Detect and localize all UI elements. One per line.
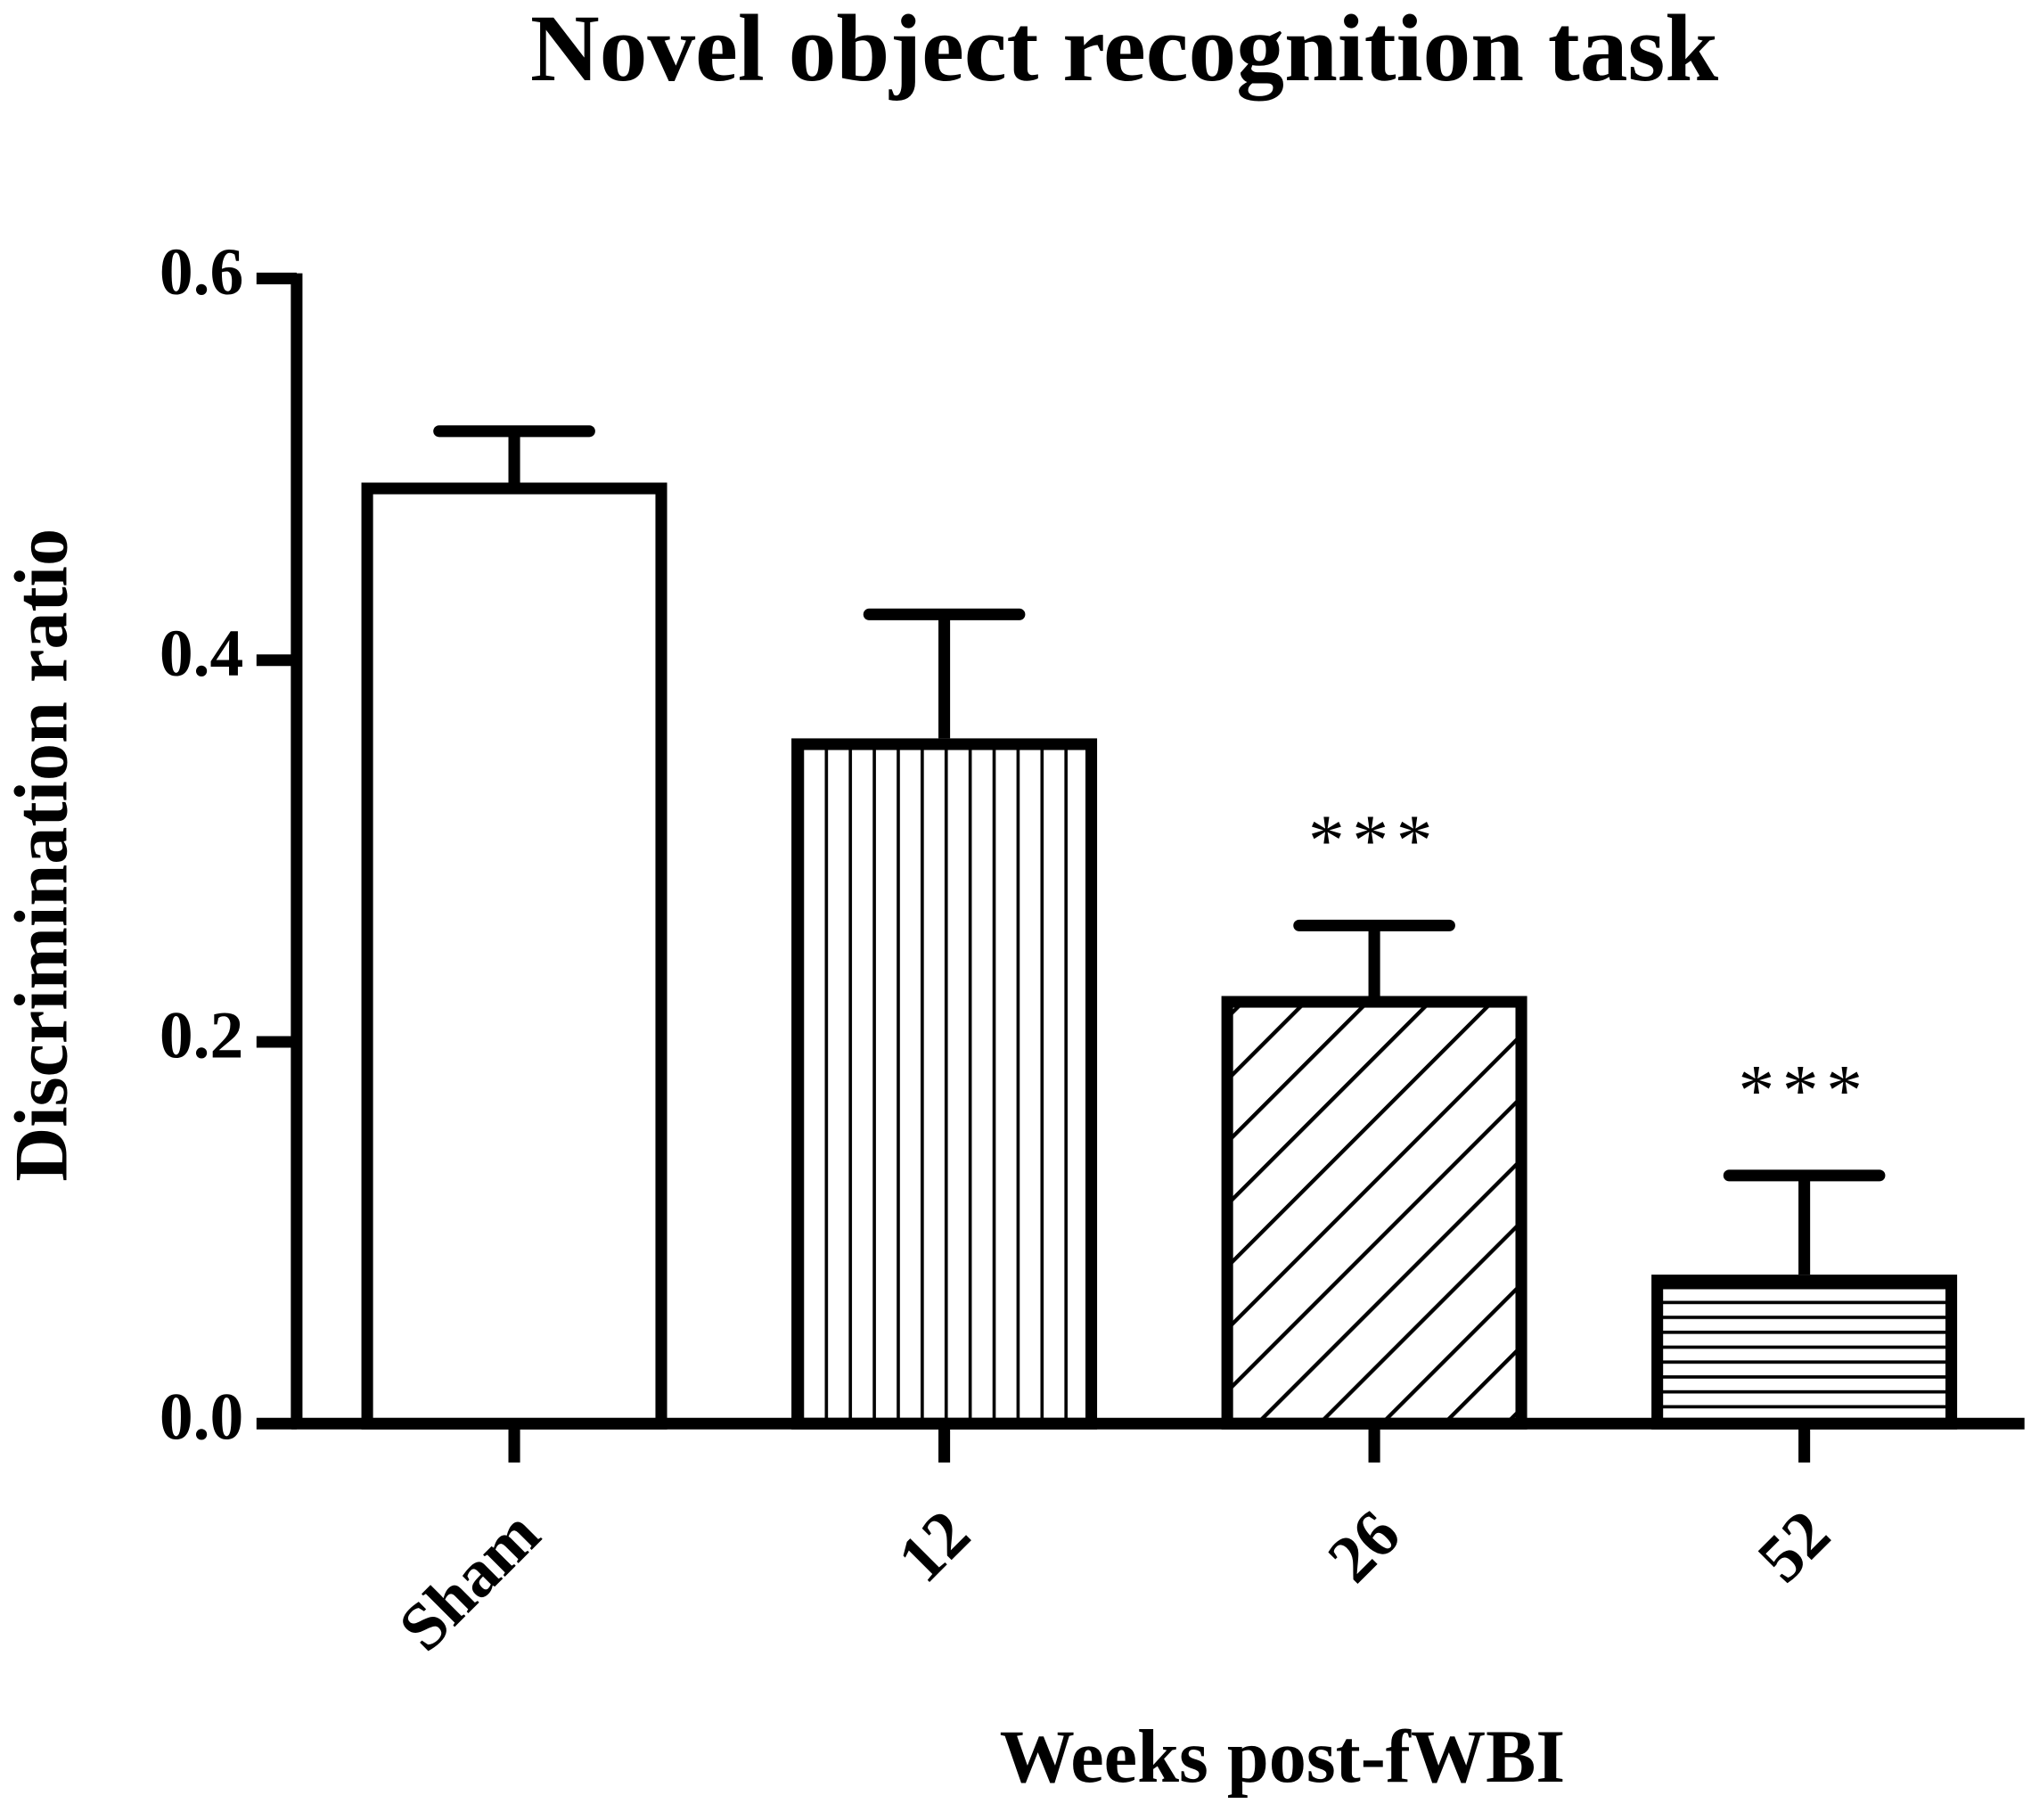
- bar: [1651, 1275, 1958, 1430]
- x-tick-label: 26: [1314, 1496, 1414, 1596]
- x-tick-label: 52: [1744, 1496, 1844, 1596]
- bar: [791, 738, 1098, 1430]
- y-tick-label: 0.0: [160, 1381, 243, 1455]
- significance-label: ***: [1738, 1049, 1870, 1130]
- y-axis-label: Discrimination ratio: [1, 529, 84, 1182]
- x-axis-label: Weeks post-fWBI: [1000, 1716, 1566, 1799]
- y-tick-label: 0.6: [160, 235, 243, 309]
- chart-title: Novel object recognition task: [530, 0, 1718, 102]
- bar: [1221, 996, 1527, 1430]
- significance-label: ***: [1308, 799, 1440, 881]
- bar: [361, 482, 667, 1430]
- x-tick-label: 12: [884, 1496, 984, 1596]
- y-tick-label: 0.2: [160, 998, 243, 1072]
- y-tick-label: 0.4: [160, 617, 243, 691]
- x-tick-label: Sham: [385, 1496, 553, 1665]
